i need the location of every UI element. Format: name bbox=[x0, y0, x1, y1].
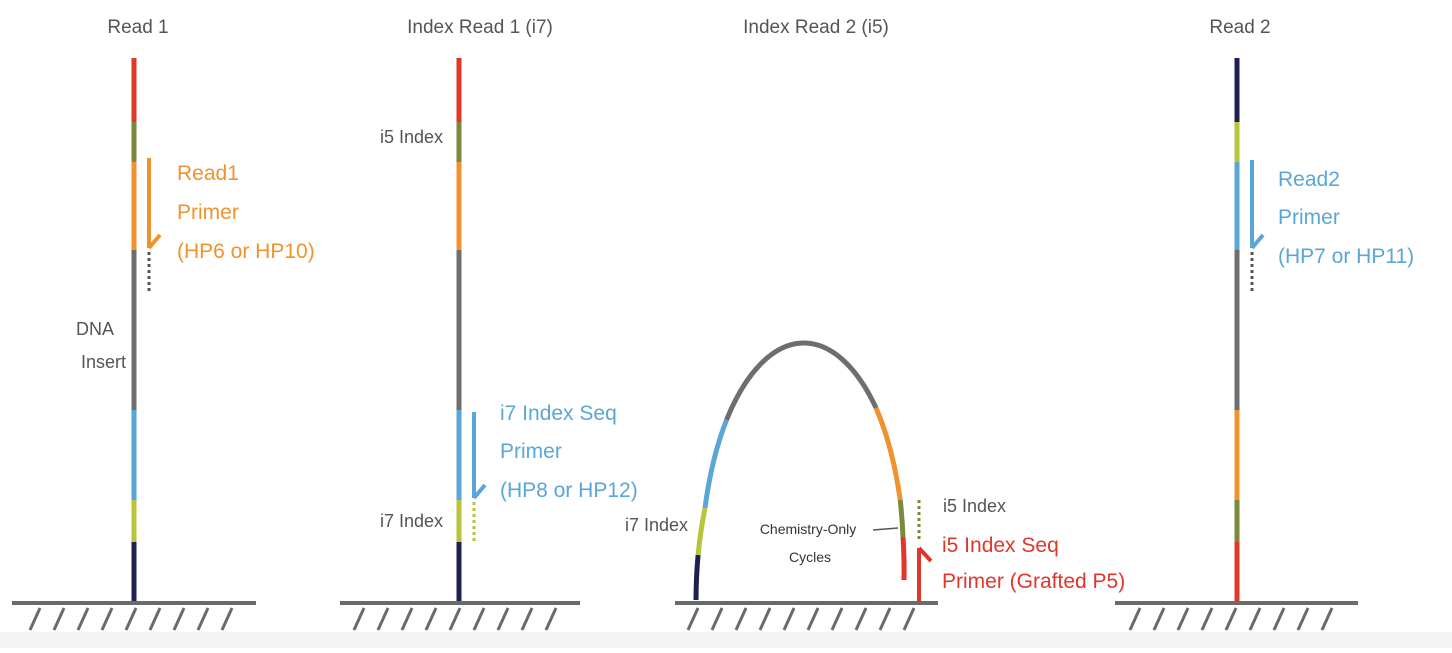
i5-index-label-2: i5 Index bbox=[380, 127, 443, 147]
primer-arrow-read1 bbox=[147, 158, 162, 292]
i7-index-label-2: i7 Index bbox=[380, 511, 443, 531]
flowcell-surface-3 bbox=[675, 601, 938, 631]
primer-arrow-index-read1 bbox=[472, 412, 487, 542]
primer-label-index-read2: i5 Index Seq Primer (Grafted P5) bbox=[942, 534, 1125, 593]
bottom-strip bbox=[0, 632, 1452, 648]
panel-read1: Read 1 Read1 Primer (HP6 or HP10) DNA In… bbox=[12, 17, 315, 631]
panel-title-index-read1: Index Read 1 (i7) bbox=[407, 17, 553, 38]
panel-read2: Read 2 Read2 Primer (HP7 or HP11) bbox=[1115, 17, 1414, 631]
primer-label-index-read1: i7 Index Seq Primer (HP8 or HP12) bbox=[500, 402, 638, 502]
panel-index-read2: Index Read 2 (i5) i7 Index i5 Index Chem… bbox=[625, 17, 1125, 631]
flowcell-surface-2 bbox=[340, 601, 580, 631]
panel-index-read1: Index Read 1 (i7) i5 Index i7 Index i7 I… bbox=[340, 17, 638, 631]
flowcell-surface-1 bbox=[12, 601, 256, 631]
panel-title-read1: Read 1 bbox=[107, 17, 168, 38]
primer-arrow-index-read2 bbox=[917, 546, 933, 602]
chemistry-cycles-label: Chemistry-Only Cycles bbox=[760, 521, 860, 565]
bridge-strand bbox=[693, 340, 907, 601]
primer-arrow-read2 bbox=[1250, 160, 1265, 294]
cycles-leader-line bbox=[872, 527, 899, 531]
primer-label-read1: Read1 Primer (HP6 or HP10) bbox=[177, 162, 315, 263]
insert-label: DNA Insert bbox=[76, 319, 126, 372]
i7-index-label-3: i7 Index bbox=[625, 515, 688, 535]
panel-title-read2: Read 2 bbox=[1209, 17, 1270, 38]
flowcell-surface-4 bbox=[1115, 601, 1358, 631]
primer-label-read2: Read2 Primer (HP7 or HP11) bbox=[1278, 168, 1414, 268]
i5-index-label-3: i5 Index bbox=[943, 496, 1006, 516]
panel-title-index-read2: Index Read 2 (i5) bbox=[743, 17, 889, 38]
